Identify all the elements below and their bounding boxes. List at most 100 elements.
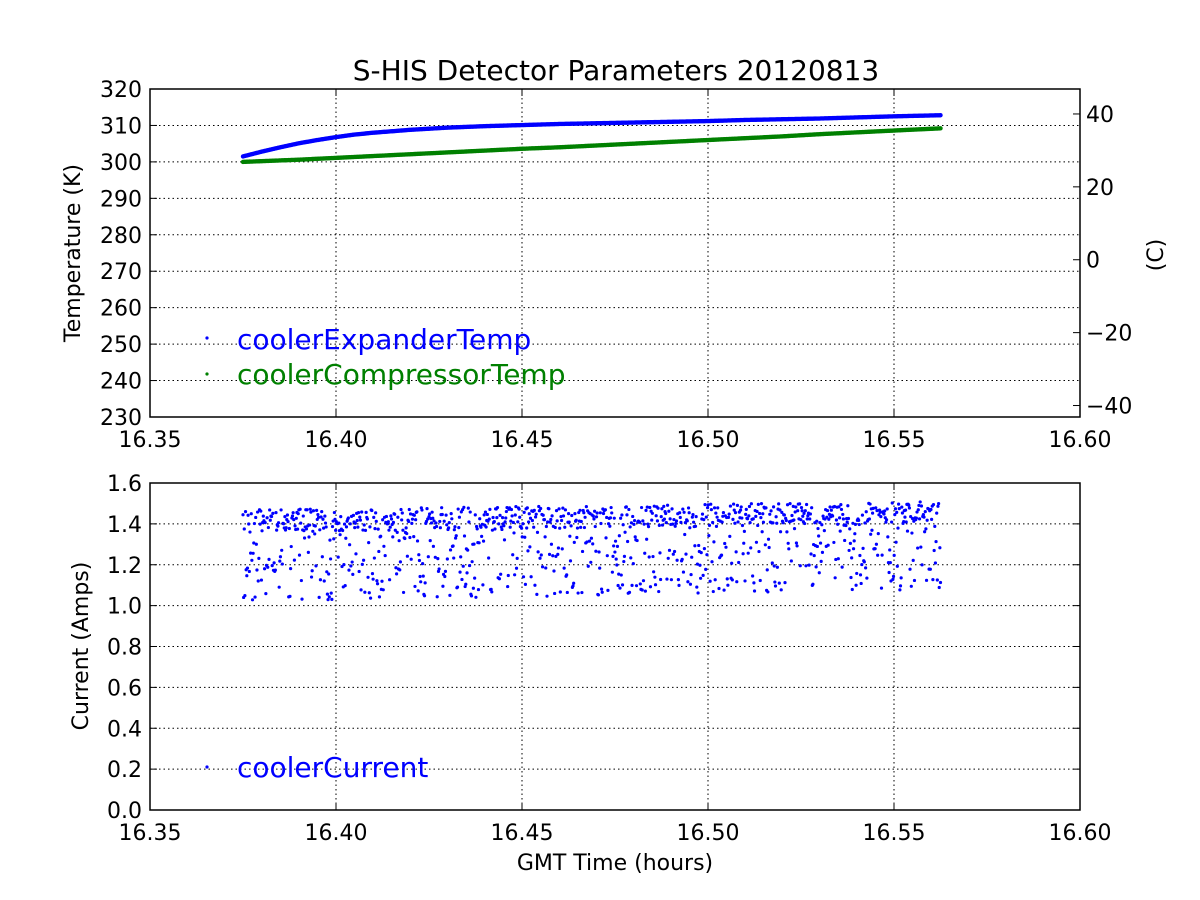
data-point [715, 515, 719, 519]
data-point [742, 541, 746, 545]
data-point [754, 540, 759, 544]
data-point [846, 504, 850, 508]
data-point [728, 534, 732, 538]
data-point [430, 510, 434, 514]
data-point [746, 551, 750, 555]
data-point [437, 567, 441, 571]
data-point [726, 583, 730, 587]
current-x-ticks: 16.35 16.40 16.45 16.50 16.55 16.60 [119, 483, 1111, 846]
data-point [260, 529, 264, 533]
x-tick-label: 16.55 [863, 821, 926, 846]
data-point [937, 502, 941, 506]
data-point [401, 528, 405, 532]
data-point [348, 543, 352, 547]
data-point [765, 568, 769, 572]
data-point [760, 530, 764, 534]
data-point [568, 559, 573, 563]
data-point [686, 580, 690, 584]
data-point [918, 500, 922, 504]
data-point [732, 508, 736, 512]
data-point [801, 514, 805, 518]
data-point [773, 584, 778, 588]
data-point [876, 532, 880, 536]
data-point [561, 506, 565, 510]
data-point [290, 514, 295, 518]
data-point [792, 518, 796, 522]
data-point [850, 587, 854, 592]
data-point [875, 508, 879, 513]
data-point [568, 534, 572, 538]
data-point [780, 510, 784, 514]
data-point [766, 537, 771, 541]
data-point [506, 573, 510, 578]
data-point [643, 589, 647, 593]
data-point [530, 518, 535, 523]
data-point [557, 507, 561, 511]
data-point [455, 585, 460, 589]
data-point [747, 514, 751, 518]
data-point [860, 513, 865, 517]
data-point [497, 577, 502, 581]
data-point [483, 510, 488, 514]
data-point [344, 525, 349, 529]
y-tick-label: 0.2 [107, 758, 142, 783]
data-point [873, 547, 877, 551]
x-tick-label: 16.35 [119, 428, 182, 453]
data-point [745, 517, 750, 521]
data-point [867, 517, 872, 521]
data-point [332, 510, 336, 515]
data-point [778, 530, 783, 534]
data-point [254, 542, 258, 546]
data-point [294, 516, 298, 520]
data-point [919, 545, 923, 549]
data-point [361, 528, 365, 532]
data-point [667, 509, 671, 513]
data-point [631, 514, 635, 519]
data-point [487, 517, 491, 521]
data-point [737, 560, 741, 565]
data-point [730, 578, 734, 582]
data-point [506, 584, 510, 589]
data-point [567, 520, 571, 524]
data-point [819, 559, 823, 563]
data-point [432, 519, 436, 523]
data-point [857, 518, 861, 522]
data-point [834, 557, 838, 562]
data-point [912, 578, 917, 583]
data-point [922, 515, 926, 519]
data-point [384, 514, 389, 519]
data-point [644, 508, 648, 512]
data-point [243, 594, 247, 598]
data-point [526, 549, 530, 553]
data-point [548, 520, 552, 524]
data-point [289, 544, 293, 549]
data-point [621, 523, 625, 527]
legend-label-compressor: coolerCompressorTemp [237, 358, 565, 391]
data-point [836, 557, 840, 561]
data-point [511, 520, 515, 525]
data-point [748, 521, 752, 525]
data-point [271, 511, 275, 515]
data-point [470, 560, 474, 564]
data-point [735, 503, 740, 507]
data-point [265, 516, 269, 520]
data-point [372, 556, 376, 560]
data-point [654, 514, 658, 518]
data-point [723, 541, 727, 546]
data-point [539, 506, 543, 511]
data-point [273, 568, 277, 572]
data-point [252, 521, 257, 526]
data-point [571, 584, 575, 588]
data-point [322, 526, 326, 530]
data-point [631, 562, 635, 566]
data-point [452, 556, 456, 560]
data-point [712, 506, 717, 510]
data-point [532, 508, 536, 512]
data-point [500, 516, 505, 520]
data-point [632, 522, 636, 526]
data-point [660, 507, 664, 511]
data-point [288, 594, 292, 598]
data-point [761, 512, 765, 516]
data-point [682, 510, 686, 514]
data-point [785, 503, 790, 507]
